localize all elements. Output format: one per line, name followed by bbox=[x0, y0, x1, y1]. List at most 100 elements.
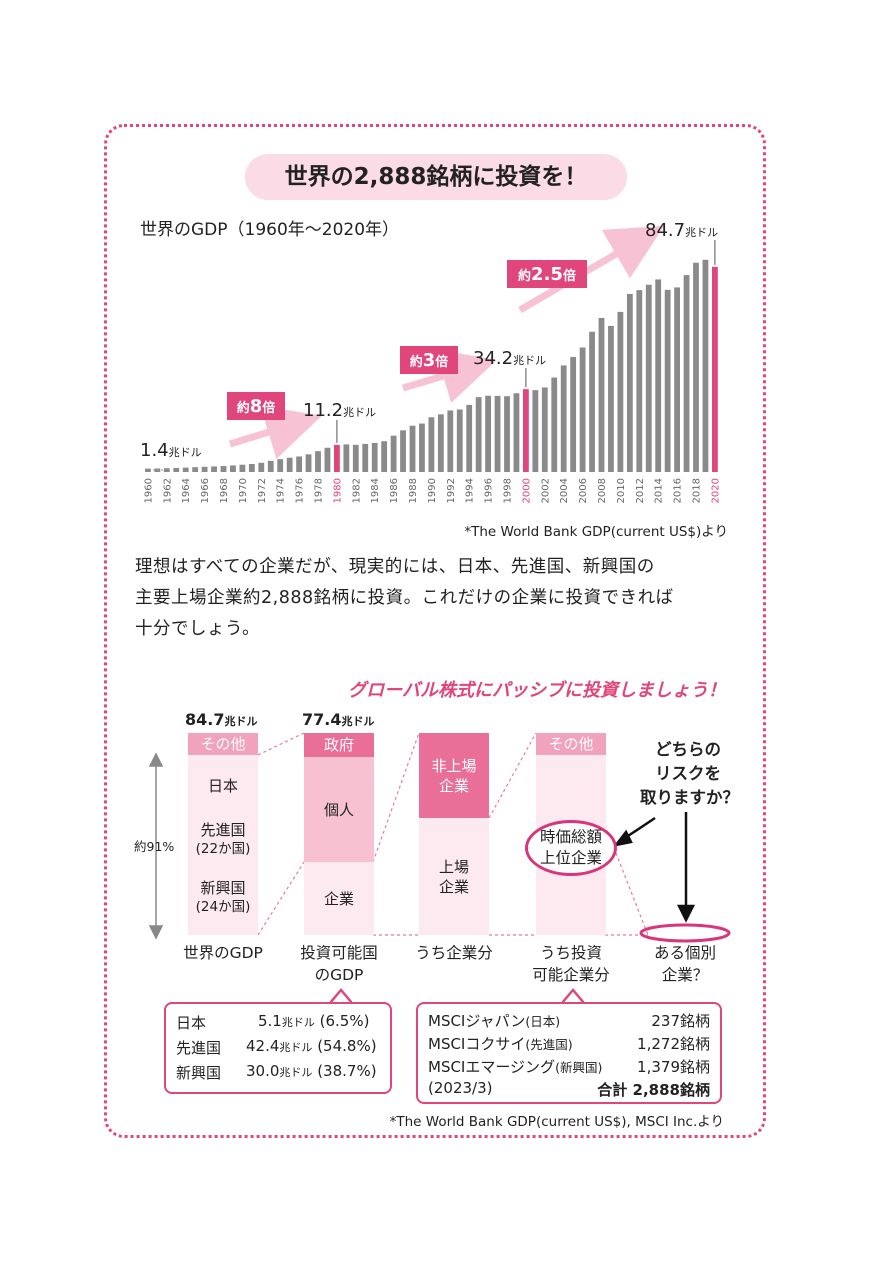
gdp-row-label: 日本 bbox=[176, 1014, 207, 1032]
gdp-bar-1973 bbox=[267, 460, 274, 472]
msci-row-name: MSCIエマージング(新興国) bbox=[428, 1058, 603, 1076]
coverage-label: 約91% bbox=[134, 839, 175, 854]
x-tick-label: 1962 bbox=[162, 478, 173, 503]
gdp-bar-1997 bbox=[494, 395, 501, 472]
gdp-bar-2015 bbox=[664, 289, 671, 472]
description-paragraph: 理想はすべての企業だが、現実的には、日本、先進国、新興国の 主要上場企業約2,8… bbox=[135, 552, 740, 645]
gdp-bar-1965 bbox=[192, 467, 199, 472]
gdp-bar-1992 bbox=[447, 410, 454, 472]
value-annotation-1980: 11.2兆ドル bbox=[303, 400, 376, 421]
growth-badge bbox=[400, 346, 458, 374]
gdp-bar-1978 bbox=[315, 451, 321, 472]
content-frame bbox=[104, 124, 766, 1138]
gdp-bar-2020 bbox=[712, 266, 718, 472]
gdp-total-label: 84.7兆ドル bbox=[185, 710, 258, 729]
caption-investable-gdp: 投資可能国 のGDP bbox=[300, 944, 378, 984]
msci-index-box: MSCIジャパン(日本) 237銘柄 MSCIコクサイ(先進国) 1,272銘柄… bbox=[416, 1002, 722, 1104]
gdp-bar-2019 bbox=[702, 259, 709, 472]
segment-government: 政府 bbox=[304, 733, 374, 757]
growth-badge-label: 約3倍 bbox=[410, 350, 449, 371]
x-tick-label: 1984 bbox=[370, 478, 381, 503]
gdp-bar-2010 bbox=[617, 311, 624, 472]
gdp-bar-2009 bbox=[608, 325, 614, 472]
gdp-row-label: 新興国 bbox=[176, 1064, 222, 1082]
gdp-bar-2012 bbox=[636, 290, 643, 472]
gdp-bar-1995 bbox=[475, 397, 482, 472]
page-title: 世界の2,888銘柄に投資を！ bbox=[245, 154, 627, 200]
gdp-bar-1972 bbox=[258, 462, 265, 472]
diagram-source: *The World Bank GDP(current US$), MSCI I… bbox=[389, 1114, 724, 1130]
x-tick-label: 1966 bbox=[200, 478, 211, 503]
gdp-bar-1979 bbox=[324, 447, 331, 472]
x-tick-label: 1986 bbox=[389, 478, 400, 503]
gdp-bar-2001 bbox=[532, 390, 539, 472]
x-tick-label: 1988 bbox=[408, 478, 419, 503]
msci-row-count: 237銘柄 bbox=[651, 1012, 710, 1030]
segment-individual: 個人 bbox=[304, 757, 374, 862]
x-tick-label: 1990 bbox=[427, 478, 438, 503]
chart-source: *The World Bank GDP(current US$)より bbox=[464, 524, 728, 540]
risk-question: どちらの リスクを 取りますか？ bbox=[640, 740, 739, 807]
gdp-bar-2011 bbox=[626, 293, 633, 472]
gdp-bar-2014 bbox=[655, 279, 662, 472]
growth-badge-label: 約8倍 bbox=[237, 396, 276, 417]
gdp-bar-1986 bbox=[390, 435, 397, 472]
segment-developed-count: (22か国) bbox=[195, 841, 251, 857]
x-tick-label: 2000 bbox=[521, 478, 532, 503]
gdp-bar-1966 bbox=[201, 466, 208, 472]
gdp-row-value: 42.4兆ドル (54.8%) bbox=[246, 1037, 377, 1055]
gdp-bar-1983 bbox=[362, 443, 369, 472]
x-tick-label: 2010 bbox=[616, 478, 627, 503]
gdp-bar-chart: 1960 1962 1964 1966 1968 1970 1972 1974 1976 1978… bbox=[140, 220, 721, 503]
msci-row-count: 1,272銘柄 bbox=[637, 1035, 710, 1053]
gdp-bar-1962 bbox=[163, 468, 170, 472]
paragraph-line: 主要上場企業約2,888銘柄に投資。これだけの企業に投資できれば bbox=[135, 588, 674, 608]
gdp-bar-1977 bbox=[305, 454, 312, 472]
gdp-bar-2000 bbox=[523, 389, 529, 472]
msci-total: 合計 2,888銘柄 bbox=[597, 1081, 710, 1099]
gdp-bar-1991 bbox=[437, 414, 444, 472]
x-tick-label: 1982 bbox=[351, 478, 362, 503]
paragraph-line: 理想はすべての企業だが、現実的には、日本、先進国、新興国の bbox=[135, 557, 655, 577]
x-tick-label: 2008 bbox=[597, 478, 608, 503]
growth-arrow bbox=[228, 405, 322, 459]
x-tick-label: 2014 bbox=[654, 478, 665, 503]
gdp-bar-1988 bbox=[409, 425, 416, 472]
gdp-bar-2005 bbox=[570, 356, 577, 472]
gdp-bar-1969 bbox=[230, 465, 236, 472]
corporate-column: 非上場 企業 上場 企業 bbox=[419, 733, 489, 935]
x-tick-label: 2002 bbox=[540, 478, 551, 503]
growth-arrow bbox=[401, 349, 497, 403]
gdp-row-value: 30.0兆ドル (38.7%) bbox=[246, 1062, 377, 1080]
x-tick-label: 1992 bbox=[446, 478, 457, 503]
top-market-cap-callout: 時価総額 上位企業 bbox=[525, 820, 617, 876]
gdp-breakdown-box: 日本 5.1兆ドル (6.5%) 先進国 42.4兆ドル (54.8%) 新興国… bbox=[164, 1002, 392, 1094]
value-annotation-2000: 34.2兆ドル bbox=[473, 348, 546, 369]
gdp-bar-2018 bbox=[693, 262, 699, 472]
segment-unlisted: 非上場 企業 bbox=[419, 733, 489, 818]
msci-box-pointer bbox=[562, 988, 584, 1004]
gdp-bar-2002 bbox=[541, 387, 548, 472]
gdp-row-label: 先進国 bbox=[176, 1039, 222, 1057]
gdp-bar-2003 bbox=[551, 377, 558, 472]
segment-emerging: 新興国 bbox=[200, 879, 246, 897]
gdp-bar-1980 bbox=[334, 444, 340, 472]
gdp-bar-2004 bbox=[560, 365, 567, 472]
gdp-bar-1982 bbox=[352, 444, 359, 472]
segment-other: その他 bbox=[188, 733, 258, 755]
investable-gdp-total-label: 77.4兆ドル bbox=[302, 710, 375, 729]
gdp-bar-2007 bbox=[589, 331, 595, 472]
gdp-bar-2013 bbox=[645, 284, 652, 472]
x-tick-label: 1996 bbox=[484, 478, 495, 503]
caption-individual-company: ある個別 企業？ bbox=[653, 944, 716, 984]
msci-date: (2023/3) bbox=[428, 1079, 493, 1097]
x-tick-label: 1998 bbox=[503, 478, 514, 503]
gdp-bar-1985 bbox=[381, 441, 388, 472]
gdp-bar-1994 bbox=[466, 404, 473, 472]
x-tick-label: 1968 bbox=[219, 478, 230, 503]
x-tick-label: 1970 bbox=[238, 478, 249, 503]
gdp-bar-1999 bbox=[513, 393, 520, 472]
growth-badge bbox=[227, 392, 285, 420]
x-tick-label: 1994 bbox=[465, 478, 476, 503]
